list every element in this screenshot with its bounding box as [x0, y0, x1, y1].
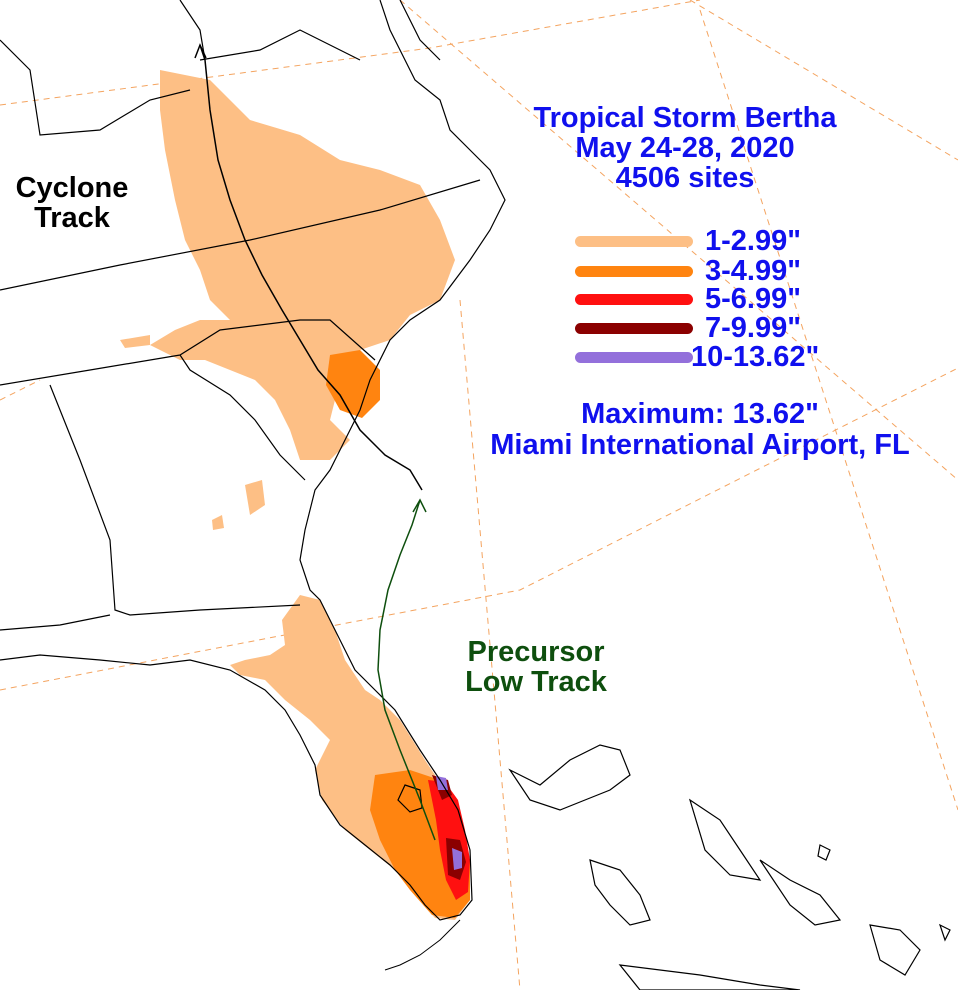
legend-swatch — [575, 293, 693, 305]
legend-label: 5-6.99" — [705, 282, 801, 315]
cyclone-track — [194, 43, 423, 491]
precursor-label-line1: Precursor — [467, 636, 605, 668]
legend-label: 1-2.99" — [705, 224, 801, 257]
cyclone-label-line2: Track — [34, 202, 110, 234]
cyclone-label-line1: Cyclone — [15, 172, 129, 204]
legend-swatch — [575, 351, 693, 363]
bahamas-islands — [508, 744, 951, 990]
legend-item: 1-2.99" — [575, 224, 801, 257]
legend-label: 7-9.99" — [705, 311, 801, 344]
legend-label: 10-13.62" — [691, 340, 820, 373]
precursor-label-line2: Low Track — [465, 666, 607, 698]
maximum-block: Maximum: 13.62" Miami International Airp… — [455, 400, 945, 460]
legend-swatch — [575, 322, 693, 334]
coastline-and-borders — [0, 0, 506, 971]
precursor-track-label: Precursor Low Track — [448, 638, 624, 697]
legend-item: 3-4.99" — [575, 254, 801, 287]
map-title: Tropical Storm Bertha May 24-28, 2020 45… — [490, 104, 880, 193]
cyclone-track-label: Cyclone Track — [4, 174, 140, 233]
legend-item: 5-6.99" — [575, 282, 801, 315]
legend-item: 10-13.62" — [575, 340, 820, 373]
precursor-track — [377, 498, 436, 841]
legend-swatch — [575, 235, 693, 247]
maximum-value: Maximum: 13.62" — [581, 398, 819, 430]
title-line-dates: May 24-28, 2020 — [575, 132, 795, 164]
title-line-storm: Tropical Storm Bertha — [533, 102, 837, 134]
legend-item: 7-9.99" — [575, 311, 801, 344]
legend-label: 3-4.99" — [705, 254, 801, 287]
title-line-sites: 4506 sites — [615, 162, 755, 194]
maximum-location: Miami International Airport, FL — [490, 429, 910, 461]
legend-swatch — [575, 265, 693, 277]
